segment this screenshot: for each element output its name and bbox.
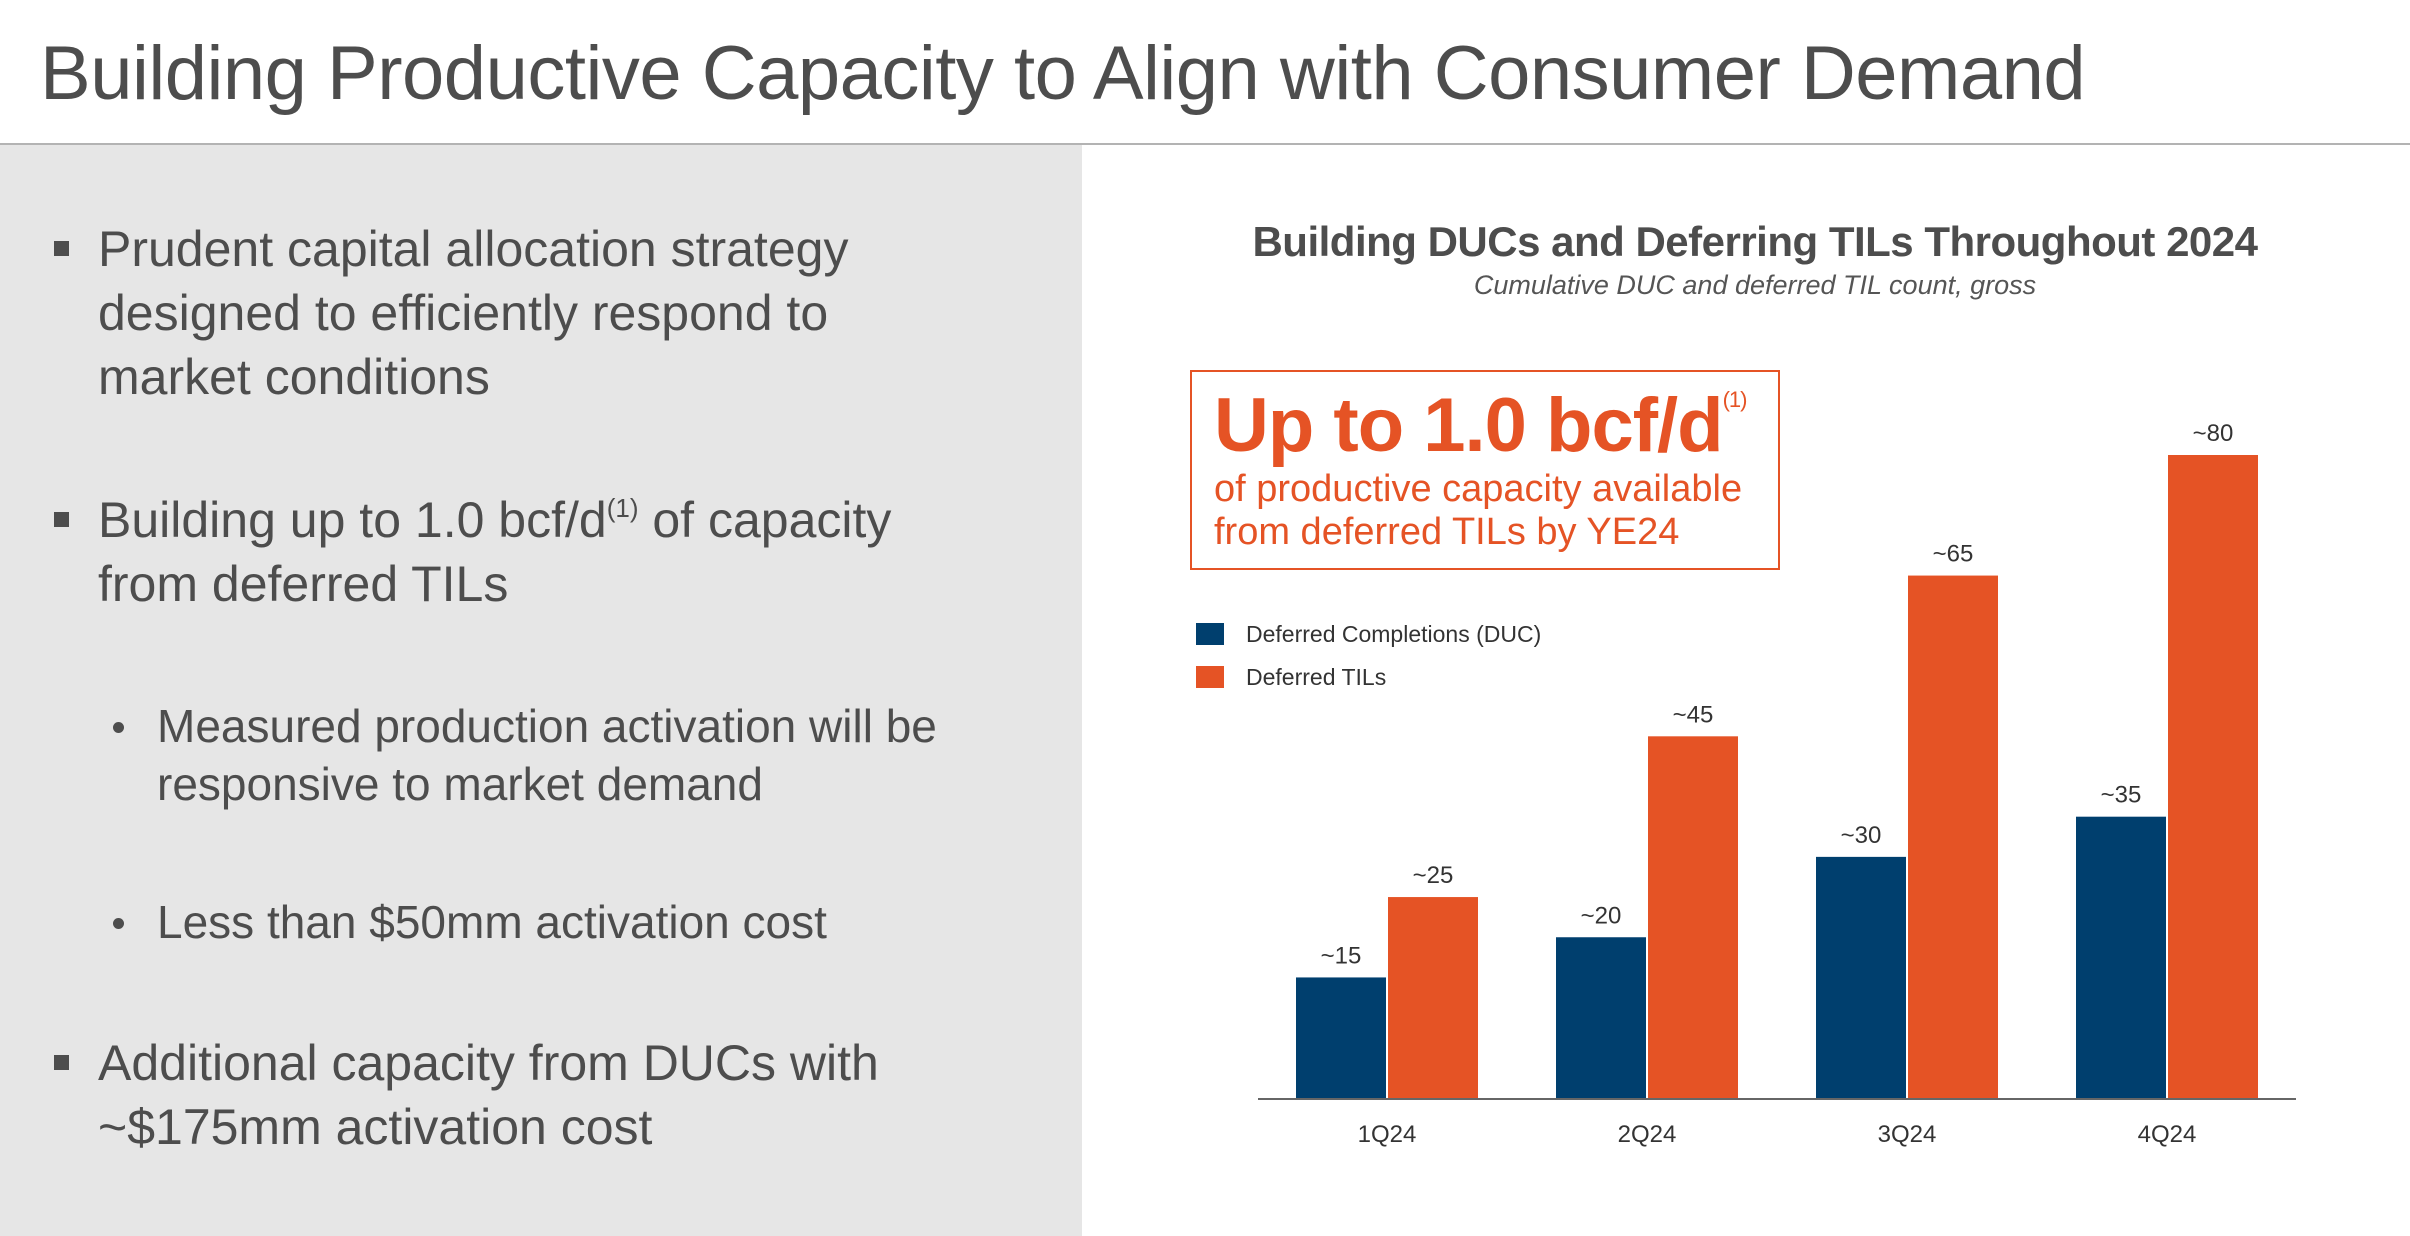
data-label: ~25 — [1413, 862, 1454, 889]
bullet-line: designed to efficiently respond to — [98, 285, 829, 341]
x-tick-label: 2Q24 — [1618, 1121, 1677, 1148]
bullet-line: market conditions — [98, 349, 490, 405]
bullet-capital-allocation: Prudent capital allocation strategy desi… — [54, 217, 849, 409]
footnote-ref: (1) — [606, 493, 639, 523]
x-tick-label: 4Q24 — [2138, 1121, 2197, 1148]
legend-swatch — [1196, 666, 1224, 688]
legend-swatch — [1196, 623, 1224, 645]
callout-headline: Up to 1.0 bcf/d(1) — [1214, 382, 1748, 469]
capacity-callout: Up to 1.0 bcf/d(1) of productive capacit… — [1190, 370, 1780, 570]
bar-til-2q24 — [1648, 736, 1738, 1098]
callout-body: of productive capacity available from de… — [1214, 468, 1742, 554]
square-bullet-icon — [54, 1055, 69, 1070]
bar-til-3q24 — [1908, 575, 1998, 1098]
data-label: ~20 — [1581, 902, 1622, 929]
callout-line: from deferred TILs by YE24 — [1214, 511, 1680, 553]
square-bullet-icon — [54, 241, 69, 256]
legend-label: Deferred Completions (DUC) — [1246, 621, 1541, 647]
chart-subtitle: Cumulative DUC and deferred TIL count, g… — [1473, 270, 2037, 300]
bullet-line: Building up to 1.0 bcf/d(1) of capacity — [98, 488, 891, 552]
bar-duc-1q24 — [1296, 977, 1386, 1098]
bullet-text: Building up to 1.0 bcf/d — [98, 492, 607, 548]
bullet-line: from deferred TILs — [98, 556, 509, 612]
sub-bullet-line: Less than $50mm activation cost — [157, 896, 827, 948]
round-bullet-icon — [113, 918, 124, 929]
round-bullet-icon — [113, 722, 124, 733]
data-label: ~45 — [1673, 701, 1714, 728]
callout-line: of productive capacity available — [1214, 468, 1743, 510]
data-label: ~35 — [2101, 782, 2142, 809]
bullet-deferred-tils-capacity: Building up to 1.0 bcf/d(1) of capacity … — [54, 488, 891, 616]
sub-bullet-line: responsive to market demand — [157, 758, 763, 810]
data-label: ~15 — [1321, 942, 1362, 969]
bullet-panel — [0, 145, 1082, 1236]
bar-duc-3q24 — [1816, 856, 1906, 1098]
page-title: Building Productive Capacity to Align wi… — [40, 31, 2086, 116]
data-label: ~65 — [1933, 541, 1974, 568]
sub-bullet-activation-cost: Less than $50mm activation cost — [113, 893, 827, 951]
data-label: ~80 — [2193, 420, 2234, 447]
title-divider — [0, 143, 2410, 145]
bullet-line: Prudent capital allocation strategy — [98, 221, 849, 277]
bar-til-1q24 — [1388, 897, 1478, 1098]
bullet-line: ~$175mm activation cost — [98, 1099, 653, 1155]
bullet-duc-capacity: Additional capacity from DUCs with ~$175… — [54, 1031, 879, 1159]
x-tick-label: 1Q24 — [1358, 1121, 1417, 1148]
x-tick-label: 3Q24 — [1878, 1121, 1937, 1148]
data-label: ~30 — [1841, 822, 1882, 849]
chart-title: Building DUCs and Deferring TILs Through… — [1252, 218, 2258, 265]
legend-label: Deferred TILs — [1246, 664, 1386, 690]
bar-til-4q24 — [2168, 455, 2258, 1098]
bar-duc-2q24 — [1556, 937, 1646, 1098]
bullet-line: Additional capacity from DUCs with — [98, 1035, 879, 1091]
sub-bullet-line: Measured production activation will be — [157, 700, 937, 752]
callout-headline-text: Up to 1.0 bcf/d — [1214, 383, 1724, 468]
footnote-ref: (1) — [1722, 387, 1748, 412]
sub-bullet-production-activation: Measured production activation will be r… — [113, 697, 937, 813]
bullet-text: of capacity — [638, 492, 892, 548]
square-bullet-icon — [54, 512, 69, 527]
bar-duc-4q24 — [2076, 816, 2166, 1098]
